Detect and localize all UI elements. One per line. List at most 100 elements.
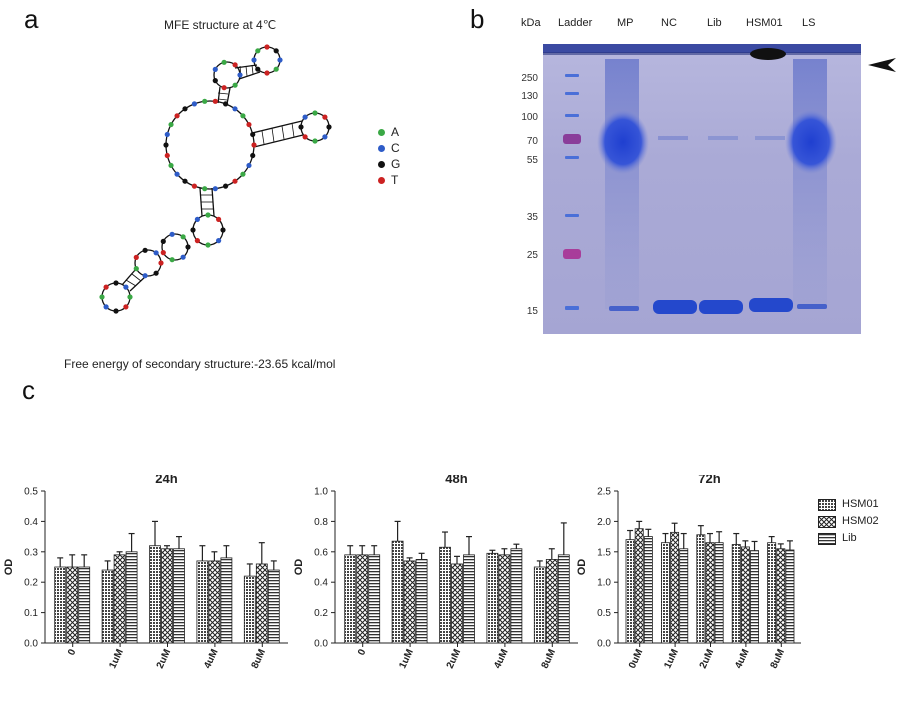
marker-70: 70 bbox=[526, 136, 538, 147]
bar bbox=[545, 559, 558, 644]
nucleotide-dot bbox=[216, 216, 222, 222]
legend-item-a: A bbox=[378, 124, 400, 140]
bar bbox=[101, 569, 114, 644]
bar bbox=[439, 546, 451, 644]
bar bbox=[356, 554, 369, 644]
marker-15: 15 bbox=[526, 306, 538, 317]
nucleotide-dot bbox=[158, 260, 164, 266]
nucleotide-legend: A C G T bbox=[378, 124, 400, 188]
y-tick-label: 0.1 bbox=[24, 608, 38, 619]
chart-title: 24h bbox=[155, 475, 177, 486]
nucleotide-dot bbox=[237, 72, 243, 78]
bar bbox=[557, 554, 570, 644]
bar bbox=[267, 569, 280, 644]
panel-b-letter: b bbox=[470, 4, 485, 34]
y-tick-label: 1.0 bbox=[314, 487, 328, 498]
bar bbox=[255, 563, 268, 644]
dot-c-icon bbox=[378, 144, 385, 152]
nucleotide-dot bbox=[164, 152, 170, 159]
nucleotide-dot bbox=[240, 113, 246, 119]
legend-item-g: G bbox=[378, 156, 400, 172]
nucleotide-dot bbox=[205, 242, 211, 248]
bar bbox=[679, 548, 689, 644]
nucleotide-dot bbox=[142, 247, 148, 253]
bar bbox=[368, 554, 381, 644]
bar bbox=[643, 536, 653, 644]
bar bbox=[66, 566, 79, 644]
bar bbox=[344, 554, 357, 644]
bar bbox=[661, 542, 670, 644]
x-tick-label: 8uM bbox=[540, 648, 558, 671]
bar bbox=[714, 542, 724, 644]
nucleotide-dot bbox=[190, 227, 196, 233]
lib-swatch-icon bbox=[818, 532, 836, 545]
nucleotide-dot bbox=[322, 114, 328, 120]
y-tick-label: 2.5 bbox=[597, 487, 611, 498]
bar bbox=[149, 545, 161, 644]
y-tick-label: 0.2 bbox=[314, 608, 328, 619]
nucleotide-dot bbox=[277, 57, 283, 63]
y-tick-label: 0.4 bbox=[24, 517, 38, 528]
lane-nc: NC bbox=[661, 17, 677, 29]
chart-title: 72h bbox=[698, 475, 720, 486]
y-tick-label: 0.2 bbox=[24, 578, 38, 589]
nucleotide-dot bbox=[103, 304, 109, 310]
nucleotide-dot bbox=[212, 78, 218, 84]
nucleotide-dot bbox=[123, 304, 129, 310]
nucleotide-dot bbox=[232, 178, 238, 184]
lane-lib: Lib bbox=[707, 17, 722, 29]
dot-t-icon bbox=[378, 176, 385, 184]
bar bbox=[498, 554, 511, 644]
marker-55: 55 bbox=[526, 155, 538, 166]
nucleotide-dot bbox=[127, 294, 133, 300]
dot-g-icon bbox=[378, 160, 385, 168]
nucleotide-dot bbox=[133, 254, 139, 260]
bar bbox=[415, 559, 428, 644]
nucleotide-dot bbox=[255, 66, 261, 72]
y-axis-label: OD bbox=[293, 559, 305, 576]
nucleotide-dot bbox=[220, 227, 226, 233]
marker-250: 250 bbox=[521, 73, 538, 84]
y-axis-label: OD bbox=[3, 559, 15, 576]
bar bbox=[161, 548, 173, 644]
legend-item-hsm01: HSM01 bbox=[818, 496, 879, 513]
nucleotide-dot bbox=[180, 254, 186, 260]
marker-130: 130 bbox=[521, 91, 538, 102]
x-tick-label: 1uM bbox=[397, 648, 415, 671]
nucleotide-dot bbox=[205, 212, 211, 218]
lane-mp: MP bbox=[617, 17, 634, 29]
nucleotide-dot bbox=[246, 162, 252, 169]
bar bbox=[634, 528, 644, 644]
arrowhead-icon bbox=[868, 58, 896, 72]
legend-item-hsm02: HSM02 bbox=[818, 513, 879, 530]
nucleotide-dot bbox=[223, 183, 229, 189]
bar bbox=[391, 540, 404, 644]
bar bbox=[208, 560, 221, 644]
legend-item-c: C bbox=[378, 140, 400, 156]
nucleotide-dot bbox=[182, 178, 188, 184]
bar bbox=[705, 542, 715, 644]
nucleotide-dot bbox=[191, 101, 197, 107]
x-tick-label: 4uM bbox=[492, 648, 510, 671]
bar bbox=[776, 548, 786, 644]
y-tick-label: 0.3 bbox=[24, 547, 38, 558]
nucleotide-dot bbox=[133, 266, 139, 272]
nucleotide-dot bbox=[160, 250, 166, 256]
panel-a-letter: a bbox=[24, 4, 39, 34]
nucleotide-dot bbox=[312, 110, 318, 116]
x-tick-label: 0 bbox=[356, 647, 369, 657]
chart-title: 48h bbox=[445, 475, 467, 486]
x-tick-label: 2uM bbox=[155, 648, 173, 671]
nucleotide-dot bbox=[153, 270, 159, 276]
x-tick-label: 2uM bbox=[698, 648, 716, 671]
nucleotide-dot bbox=[202, 186, 208, 192]
hsm01-swatch-icon bbox=[818, 498, 836, 511]
chart-24h: 24h OD 0.0 0.1 0.2 0.3 0.4 0.5 0 1uM 2uM 4uM 8uM bbox=[0, 471, 300, 705]
nucleotide-dot bbox=[202, 98, 208, 104]
bar bbox=[243, 575, 256, 644]
nucleotide-dot bbox=[212, 186, 218, 192]
nucleotide-dot bbox=[302, 134, 308, 140]
nucleotide-dot bbox=[194, 216, 200, 222]
nucleotide-dot bbox=[232, 62, 238, 68]
y-tick-label: 0.5 bbox=[24, 487, 38, 498]
